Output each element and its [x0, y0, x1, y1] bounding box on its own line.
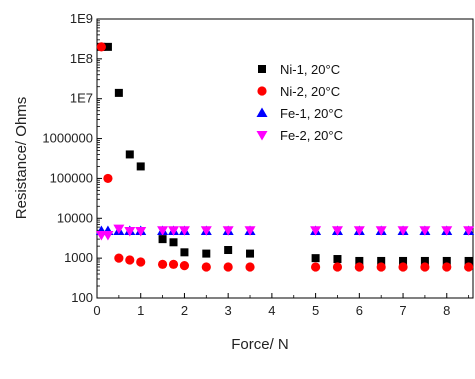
data-point [311, 254, 320, 263]
y-axis-label: Resistance/ Ohms [13, 97, 30, 220]
data-point [135, 226, 147, 237]
data-point [169, 238, 178, 247]
data-point [310, 226, 322, 236]
data-point [463, 226, 475, 236]
data-point [377, 256, 386, 265]
series-4 [95, 224, 475, 241]
data-point [103, 173, 113, 184]
data-point [376, 262, 386, 272]
legend-marker [256, 107, 268, 117]
data-point [202, 249, 211, 258]
y-tick-label: 100000 [50, 170, 93, 185]
data-point [245, 262, 255, 272]
data-point [125, 150, 134, 159]
y-tick-label: 100 [71, 290, 93, 305]
series-2 [96, 42, 474, 272]
data-point [331, 226, 343, 236]
data-point [419, 226, 431, 236]
series-3 [95, 225, 475, 235]
data-point [441, 226, 453, 236]
legend-marker [257, 86, 267, 96]
data-point [180, 248, 189, 257]
data-point [222, 226, 234, 236]
data-point [354, 262, 364, 272]
data-point [442, 262, 452, 272]
data-point [102, 231, 114, 241]
data-point [114, 253, 124, 263]
data-point [244, 226, 256, 236]
data-point [464, 256, 473, 265]
legend-marker [258, 65, 266, 73]
data-point [333, 255, 342, 264]
data-point [103, 42, 112, 51]
data-point [398, 262, 408, 272]
data-point [246, 249, 255, 258]
data-point [179, 260, 190, 271]
y-tick-label: 1E8 [70, 51, 93, 66]
x-tick-label: 5 [312, 303, 319, 318]
x-tick-label: 0 [93, 303, 100, 318]
x-tick-label: 8 [443, 303, 450, 318]
data-point [168, 259, 179, 269]
x-axis-label: Force/ N [231, 336, 289, 353]
data-point [157, 226, 169, 236]
data-point [224, 246, 233, 255]
data-point [353, 226, 365, 236]
data-point [125, 255, 135, 265]
data-point [223, 262, 233, 272]
x-tick-label: 6 [356, 303, 363, 318]
data-point [113, 224, 125, 235]
plot-frame [96, 18, 474, 299]
x-tick-label: 7 [399, 303, 406, 318]
data-point [397, 226, 409, 236]
data-point [399, 256, 408, 265]
data-point [168, 226, 180, 236]
data-point [114, 88, 123, 97]
x-tick-label: 1 [137, 303, 144, 318]
y-tick-label: 1E9 [70, 11, 93, 26]
legend-label: Fe-1, 20°C [280, 106, 343, 121]
data-point [442, 256, 451, 265]
data-point [124, 226, 136, 237]
data-point [420, 262, 430, 272]
data-point [420, 256, 429, 265]
data-point [464, 262, 474, 272]
data-point [201, 262, 211, 272]
data-point [136, 257, 146, 267]
y-tick-label: 10000 [57, 210, 93, 225]
legend: Ni-1, 20°C Ni-2, 20°C Fe-1, 20°C Fe-2, 20°C [256, 62, 343, 143]
y-tick-label: 1000000 [42, 131, 93, 146]
y-axis: 100 1000 10000 100000 1000000 1E7 1E8 1E9 [42, 11, 102, 305]
data-point [200, 226, 212, 236]
legend-marker [256, 131, 268, 141]
x-tick-label: 4 [268, 303, 275, 318]
data-point [157, 259, 168, 269]
data-points [95, 42, 475, 272]
data-point [332, 262, 343, 272]
legend-label: Fe-2, 20°C [280, 128, 343, 143]
data-point [355, 256, 364, 265]
y-tick-label: 1000 [64, 250, 93, 265]
legend-label: Ni-1, 20°C [280, 62, 340, 77]
data-point [311, 262, 321, 272]
data-point [178, 226, 190, 236]
x-tick-label: 3 [225, 303, 232, 318]
data-point [158, 235, 167, 244]
data-point [96, 42, 106, 52]
legend-label: Ni-2, 20°C [280, 84, 340, 99]
data-point [375, 226, 387, 236]
y-tick-label: 1E7 [70, 91, 93, 106]
data-point [136, 162, 145, 171]
x-axis: 0 1 2 3 4 5 6 7 8 [93, 293, 470, 318]
x-tick-label: 2 [181, 303, 188, 318]
